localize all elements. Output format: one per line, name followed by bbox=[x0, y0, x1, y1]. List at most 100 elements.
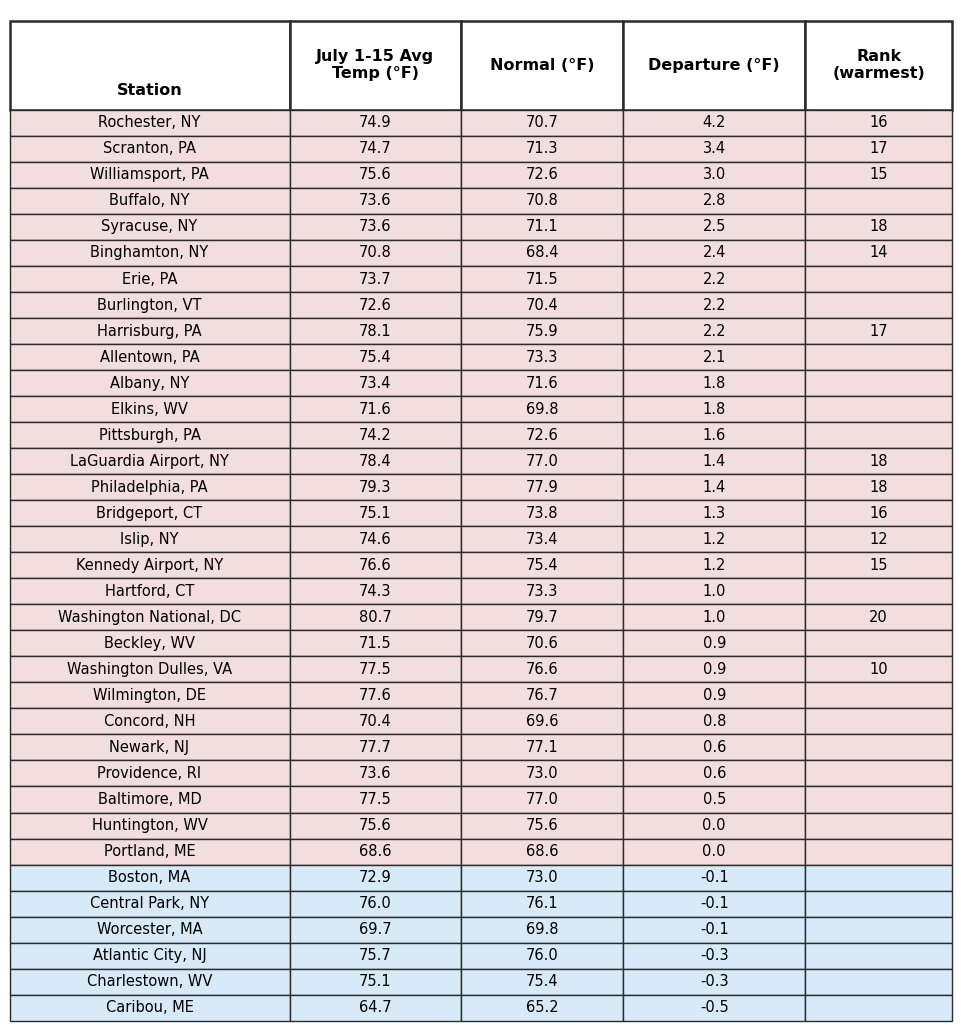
Text: 68.6: 68.6 bbox=[358, 844, 391, 859]
Bar bbox=[804, 214, 951, 240]
Text: July 1-15 Avg
Temp (°F): July 1-15 Avg Temp (°F) bbox=[316, 49, 434, 81]
Text: 72.6: 72.6 bbox=[358, 298, 391, 312]
Bar bbox=[10, 370, 289, 396]
Bar bbox=[804, 110, 951, 136]
Text: 72.6: 72.6 bbox=[526, 428, 558, 442]
Bar bbox=[289, 812, 461, 838]
Text: 70.8: 70.8 bbox=[526, 194, 558, 208]
Text: 77.6: 77.6 bbox=[358, 688, 391, 703]
Text: Central Park, NY: Central Park, NY bbox=[90, 896, 209, 911]
Text: 77.5: 77.5 bbox=[358, 662, 391, 677]
Text: -0.1: -0.1 bbox=[700, 922, 727, 937]
Text: 75.6: 75.6 bbox=[526, 818, 558, 833]
Bar bbox=[289, 21, 461, 110]
Bar bbox=[804, 474, 951, 500]
Bar bbox=[804, 448, 951, 474]
Text: Hartford, CT: Hartford, CT bbox=[105, 584, 194, 599]
Bar bbox=[461, 942, 623, 969]
Text: 71.6: 71.6 bbox=[526, 375, 558, 391]
Bar bbox=[461, 344, 623, 370]
Text: 75.4: 75.4 bbox=[526, 974, 558, 989]
Text: 0.9: 0.9 bbox=[702, 636, 726, 651]
Bar bbox=[461, 370, 623, 396]
Text: 77.9: 77.9 bbox=[526, 479, 558, 495]
Text: 71.3: 71.3 bbox=[526, 141, 558, 157]
Text: 74.6: 74.6 bbox=[358, 532, 391, 546]
Text: 70.7: 70.7 bbox=[526, 115, 558, 130]
Text: Boston, MA: Boston, MA bbox=[109, 870, 190, 885]
Text: 2.2: 2.2 bbox=[702, 298, 726, 312]
Text: 79.7: 79.7 bbox=[526, 609, 558, 625]
Bar bbox=[804, 995, 951, 1021]
Text: 73.4: 73.4 bbox=[526, 532, 558, 546]
Bar bbox=[623, 370, 804, 396]
Bar bbox=[10, 708, 289, 734]
Bar bbox=[461, 318, 623, 344]
Text: 75.1: 75.1 bbox=[358, 506, 391, 521]
Bar bbox=[623, 553, 804, 578]
Bar bbox=[804, 657, 951, 683]
Text: 1.8: 1.8 bbox=[702, 375, 726, 391]
Text: 71.5: 71.5 bbox=[358, 636, 391, 651]
Text: Buffalo, NY: Buffalo, NY bbox=[110, 194, 189, 208]
Text: Scranton, PA: Scranton, PA bbox=[103, 141, 196, 157]
Bar bbox=[289, 448, 461, 474]
Text: Harrisburg, PA: Harrisburg, PA bbox=[97, 324, 202, 338]
Bar bbox=[623, 917, 804, 942]
Text: Bridgeport, CT: Bridgeport, CT bbox=[96, 506, 203, 521]
Bar bbox=[289, 240, 461, 266]
Text: 1.0: 1.0 bbox=[702, 609, 726, 625]
Text: 1.3: 1.3 bbox=[702, 506, 725, 521]
Text: Kennedy Airport, NY: Kennedy Airport, NY bbox=[76, 558, 223, 573]
Text: 74.3: 74.3 bbox=[358, 584, 391, 599]
Text: Pittsburgh, PA: Pittsburgh, PA bbox=[98, 428, 200, 442]
Bar bbox=[461, 891, 623, 917]
Text: Providence, RI: Providence, RI bbox=[97, 766, 202, 780]
Bar bbox=[804, 318, 951, 344]
Text: 3.4: 3.4 bbox=[702, 141, 725, 157]
Bar bbox=[461, 240, 623, 266]
Bar bbox=[289, 344, 461, 370]
Text: 2.1: 2.1 bbox=[702, 350, 726, 365]
Text: -0.3: -0.3 bbox=[700, 949, 727, 963]
Text: 79.3: 79.3 bbox=[358, 479, 391, 495]
Bar bbox=[461, 422, 623, 448]
Bar bbox=[10, 188, 289, 214]
Text: 75.4: 75.4 bbox=[358, 350, 391, 365]
Bar bbox=[10, 422, 289, 448]
Bar bbox=[10, 500, 289, 526]
Text: 69.8: 69.8 bbox=[526, 922, 558, 937]
Bar bbox=[10, 761, 289, 787]
Text: 12: 12 bbox=[869, 532, 887, 546]
Text: 2.5: 2.5 bbox=[702, 220, 726, 234]
Bar bbox=[289, 630, 461, 657]
Text: 1.8: 1.8 bbox=[702, 402, 726, 417]
Text: 72.6: 72.6 bbox=[526, 167, 558, 182]
Text: 77.0: 77.0 bbox=[526, 454, 558, 469]
Bar bbox=[461, 734, 623, 761]
Text: 70.6: 70.6 bbox=[526, 636, 558, 651]
Text: 73.7: 73.7 bbox=[358, 271, 391, 287]
Bar bbox=[10, 734, 289, 761]
Text: Huntington, WV: Huntington, WV bbox=[91, 818, 208, 833]
Bar bbox=[623, 734, 804, 761]
Bar bbox=[804, 865, 951, 891]
Text: Erie, PA: Erie, PA bbox=[122, 271, 177, 287]
Text: 16: 16 bbox=[869, 506, 887, 521]
Bar bbox=[10, 969, 289, 995]
Text: -0.1: -0.1 bbox=[700, 896, 727, 911]
Bar bbox=[461, 292, 623, 318]
Bar bbox=[623, 344, 804, 370]
Text: 1.6: 1.6 bbox=[702, 428, 726, 442]
Text: 69.7: 69.7 bbox=[358, 922, 391, 937]
Bar bbox=[804, 136, 951, 162]
Bar bbox=[461, 683, 623, 708]
Bar bbox=[10, 214, 289, 240]
Text: Caribou, ME: Caribou, ME bbox=[106, 1000, 193, 1016]
Bar bbox=[804, 370, 951, 396]
Text: 73.3: 73.3 bbox=[526, 350, 558, 365]
Text: 76.0: 76.0 bbox=[526, 949, 558, 963]
Bar bbox=[461, 812, 623, 838]
Text: 74.7: 74.7 bbox=[358, 141, 391, 157]
Bar bbox=[461, 266, 623, 292]
